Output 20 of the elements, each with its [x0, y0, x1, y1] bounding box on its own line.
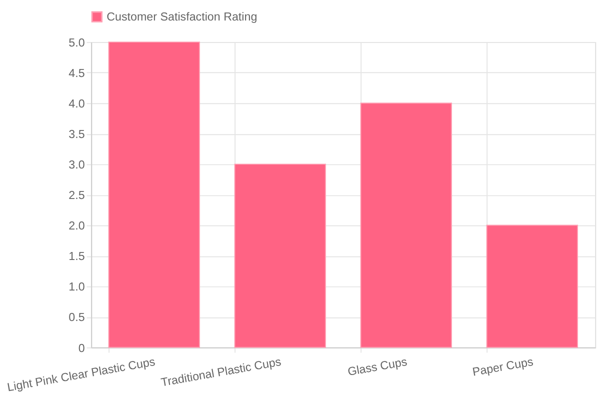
bar [234, 164, 326, 348]
y-tick-label: 1.0 [68, 280, 86, 294]
y-tick-label: 4.0 [68, 97, 86, 110]
bar [360, 102, 452, 348]
y-tick-label: 0.5 [68, 311, 85, 324]
bar [486, 224, 578, 348]
y-tick-label: 4.5 [68, 66, 85, 80]
y-tick-label: 2.0 [68, 220, 86, 233]
y-tick-label: 1.5 [68, 250, 85, 264]
x-tick-label: Paper Cups [471, 355, 534, 379]
x-tick-label: Traditional Plastic Cups [160, 355, 282, 390]
y-tick-label: 2.5 [68, 189, 85, 202]
y-tick-label: 0 [78, 342, 86, 355]
y-tick-label: 3.5 [68, 128, 85, 142]
x-tick-label: Light Pink Clear Plastic Cups [6, 355, 156, 394]
x-tick-label: Glass Cups [346, 355, 408, 379]
bar [108, 42, 200, 348]
y-tick-label: 5.0 [68, 36, 86, 50]
legend-label: Customer Satisfaction Rating [106, 10, 258, 24]
y-tick-label: 3.0 [68, 158, 86, 172]
